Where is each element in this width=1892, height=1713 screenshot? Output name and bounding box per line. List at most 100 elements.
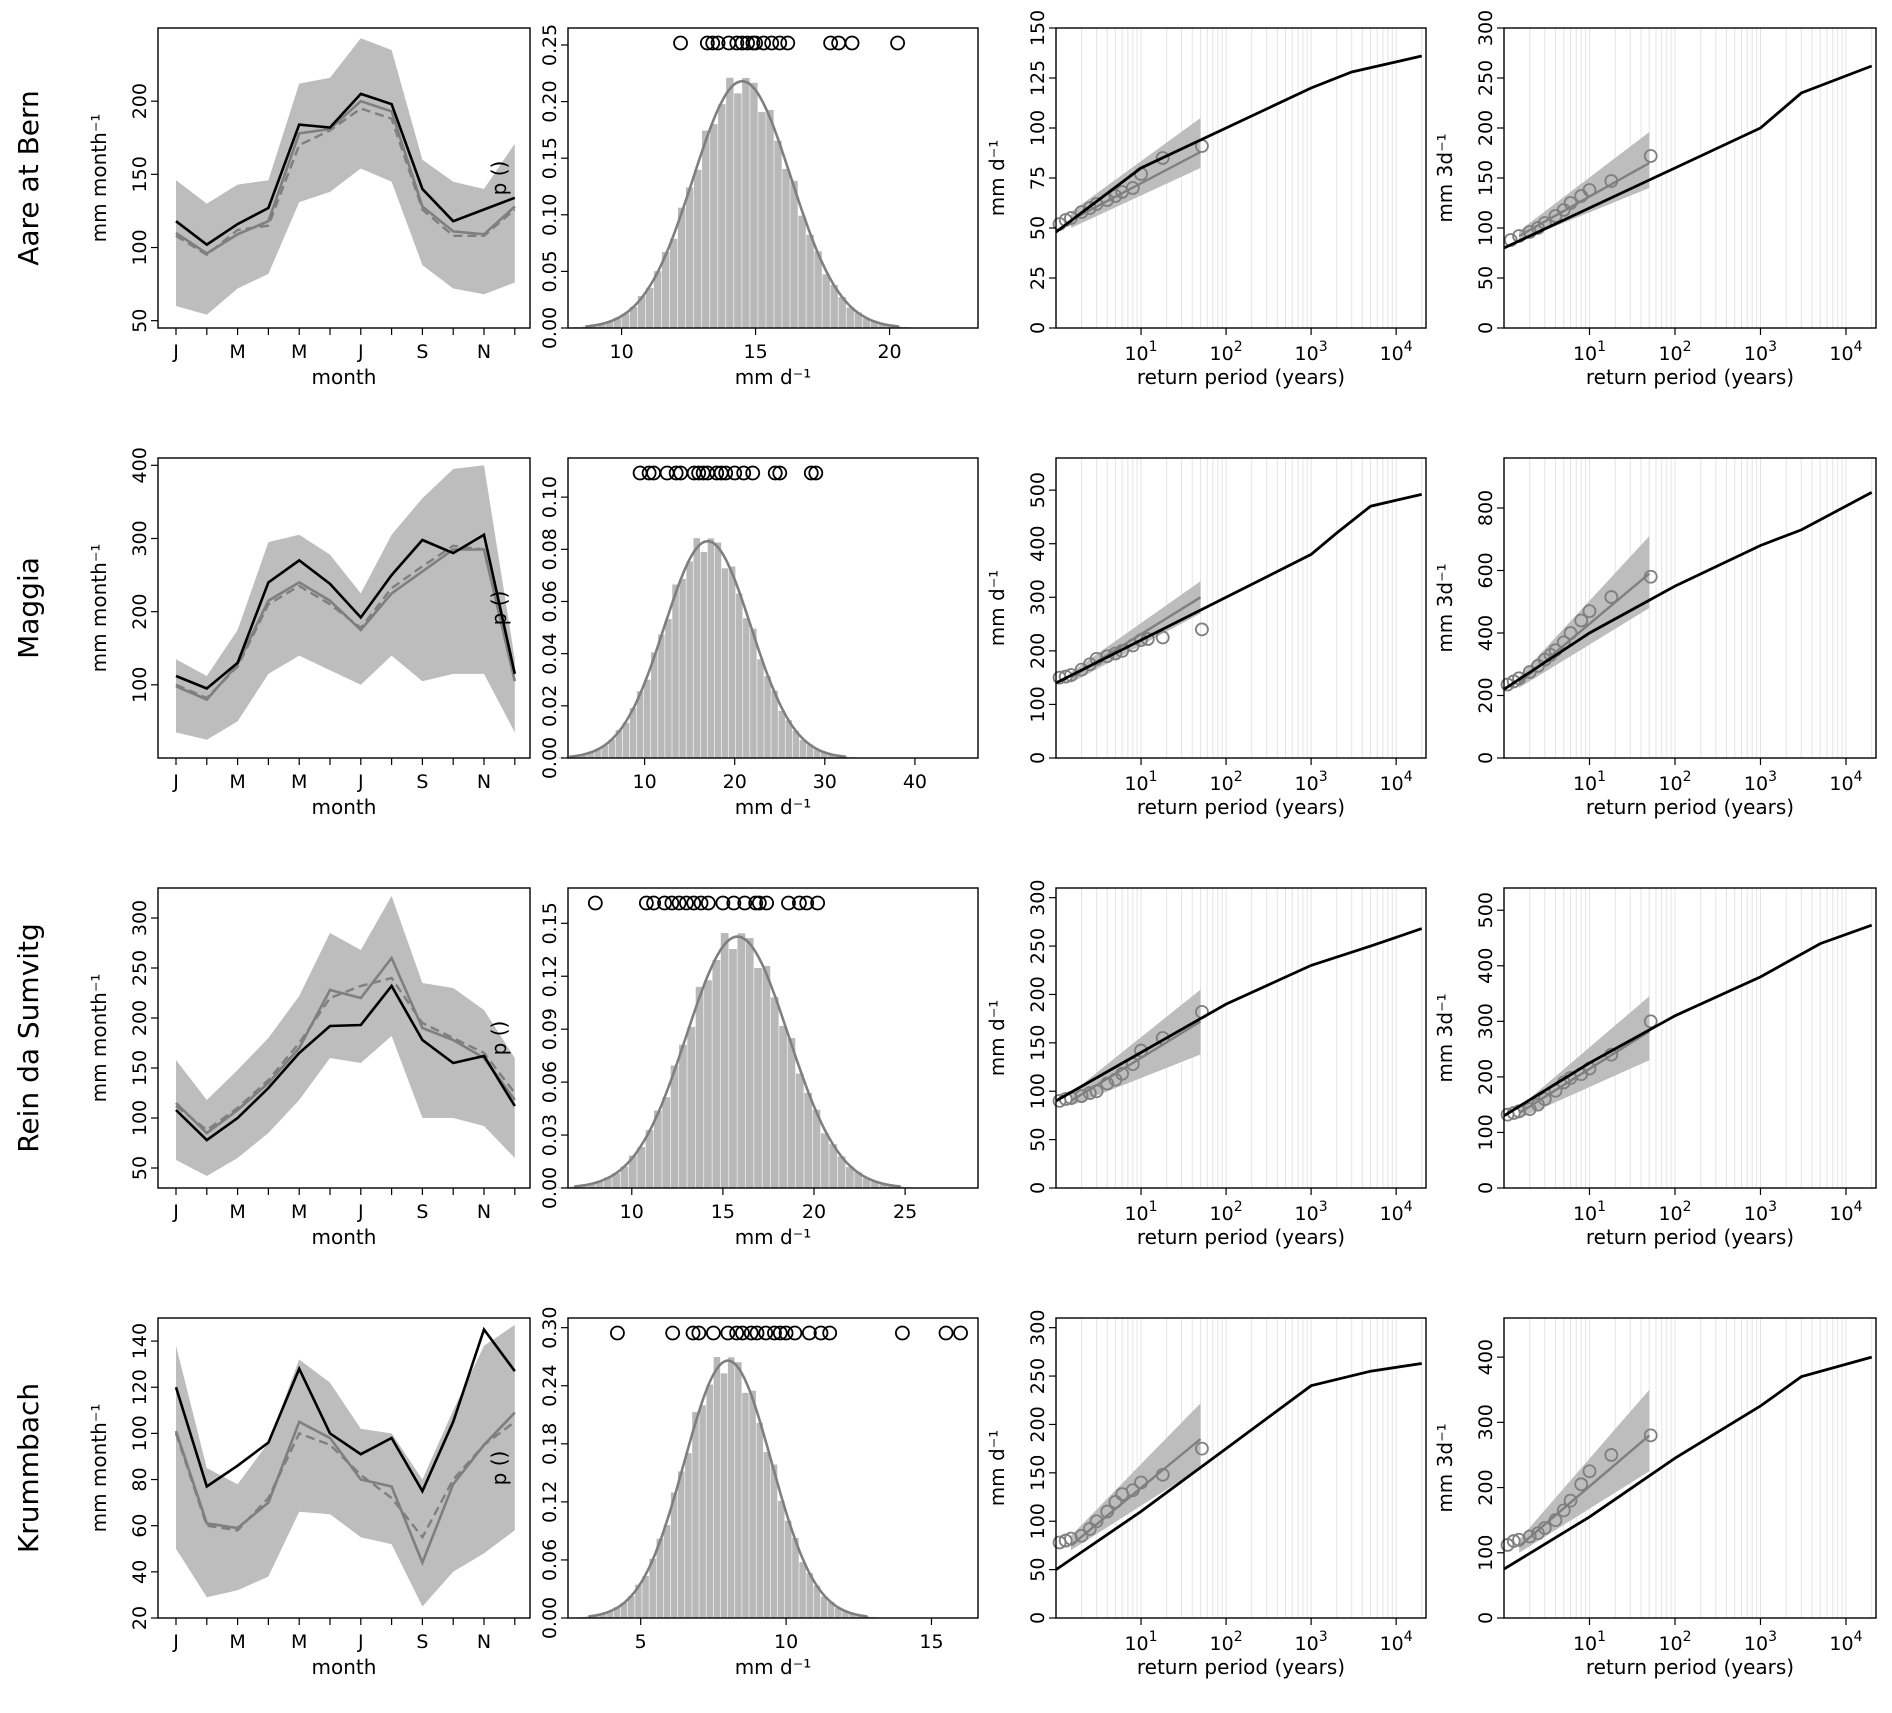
- observed-maximum-marker: [756, 35, 772, 51]
- fit-confidence-band: [1071, 581, 1201, 683]
- y-tick-label: 200: [1475, 1469, 1497, 1505]
- x-tick-label: J: [357, 771, 364, 793]
- histogram-bar: [742, 77, 750, 329]
- observed-maximum-marker: [668, 465, 684, 481]
- axes-frame: [1503, 1317, 1877, 1619]
- x-tick-label: 101: [1573, 1199, 1606, 1225]
- x-tick-label: 101: [1573, 769, 1606, 795]
- x-tick-label: 104: [1829, 339, 1862, 365]
- histogram-bar: [720, 1373, 728, 1618]
- histogram-bar: [854, 1172, 863, 1188]
- observed-point: [1563, 626, 1578, 640]
- histogram-bar: [656, 1538, 664, 1618]
- y-tick-label: 0.10: [539, 194, 561, 236]
- x-tick-label: N: [477, 1631, 491, 1653]
- histogram-bar: [766, 110, 774, 329]
- y-axis-label: mm 3d⁻¹: [1433, 133, 1457, 222]
- histogram-bar: [645, 1130, 654, 1188]
- observed-maximum-marker: [808, 465, 824, 481]
- observed-point: [1537, 1521, 1552, 1535]
- histogram-bar: [629, 708, 637, 758]
- x-tick-label: 40: [903, 771, 927, 793]
- histogram-bar: [594, 748, 601, 758]
- station-label: Maggia: [12, 557, 45, 659]
- max-distribution-panel: 10 20 30 40 0.00 0.02 0.04 0.06 0.08 0.10 mm d⁻¹ p …: [487, 457, 979, 819]
- y-tick-label: 800: [1475, 490, 1497, 526]
- y-tick-label: 200: [129, 1000, 151, 1036]
- axes-frame: [567, 1317, 979, 1619]
- observed-point: [1582, 1464, 1597, 1479]
- observed-maximum-marker: [673, 35, 688, 51]
- histogram-bar: [613, 317, 622, 328]
- x-tick-label: 104: [1380, 769, 1413, 795]
- x-tick-label: 102: [1210, 1629, 1243, 1655]
- x-tick-exponent: 3: [1768, 1199, 1777, 1215]
- x-tick-exponent: 3: [1768, 769, 1777, 785]
- x-tick-exponent: 4: [1854, 339, 1863, 355]
- histogram-bar: [838, 297, 846, 328]
- histogram-bar: [718, 104, 726, 328]
- x-axis-label: mm d⁻¹: [735, 795, 812, 819]
- x-tick-label: 101: [1124, 1199, 1157, 1225]
- model-return-curve: [1055, 493, 1423, 685]
- x-tick-label: M: [229, 1201, 245, 1223]
- histogram-bar: [813, 1585, 821, 1618]
- model-return-curve: [1055, 54, 1423, 234]
- y-tick-label: 400: [1475, 615, 1497, 651]
- observed-maximum-marker: [638, 895, 654, 911]
- histogram-bar: [693, 538, 700, 758]
- observed-maximum-marker: [735, 1325, 750, 1341]
- observed-maximum-marker: [715, 895, 731, 911]
- x-tick-exponent: 2: [1683, 339, 1692, 355]
- histogram-bar: [849, 1613, 856, 1618]
- y-tick-label: 0.15: [539, 137, 561, 179]
- y-tick-label: 50: [129, 1156, 151, 1180]
- x-tick-label: 102: [1658, 769, 1691, 795]
- observed-maximum-marker: [823, 35, 839, 51]
- histogram-bar: [820, 1133, 829, 1188]
- y-tick-label: 300: [1027, 579, 1049, 615]
- histogram-bar: [653, 271, 662, 328]
- histogram-bar: [599, 1613, 606, 1618]
- histogram-bar: [854, 312, 862, 328]
- observed-point: [1134, 633, 1148, 648]
- histogram-bar: [645, 287, 654, 328]
- y-tick-label: 0.06: [539, 580, 561, 622]
- max-distribution-panel: 5 10 15 0.00 0.06 0.12 0.18 0.24 0.30 mm d⁻¹ p (): [487, 1307, 979, 1679]
- y-tick-label: 0.00: [539, 1597, 561, 1639]
- y-tick-label: 0: [1475, 322, 1497, 334]
- histogram-bar: [756, 1422, 764, 1618]
- observed-maximum-marker: [751, 895, 767, 911]
- return-period-1day-panel: 101 102 103 104 0 50 100 150 200 250 300 return per…: [985, 1310, 1427, 1679]
- histogram-bar: [713, 1356, 721, 1618]
- y-tick-label: 200: [129, 83, 151, 119]
- histogram-bar: [662, 1097, 671, 1188]
- y-tick-label: 250: [129, 950, 151, 986]
- x-tick-exponent: 4: [1854, 769, 1863, 785]
- observed-point: [1548, 1513, 1563, 1528]
- station-label: Aare at Bern: [12, 90, 45, 266]
- x-tick-exponent: 1: [1597, 1199, 1606, 1215]
- observed-maximum-marker: [691, 465, 707, 481]
- y-axis-label: p (): [487, 161, 511, 196]
- x-tick-exponent: 2: [1234, 1629, 1243, 1645]
- histogram-bar: [712, 959, 721, 1188]
- histogram-bar: [820, 1596, 828, 1618]
- x-tick-exponent: 4: [1404, 1199, 1413, 1215]
- x-tick-label: M: [229, 1631, 245, 1653]
- observed-maximum-marker: [890, 35, 906, 51]
- x-axis-label: month: [312, 795, 377, 819]
- x-tick-label: 104: [1829, 769, 1862, 795]
- x-tick-label: 104: [1380, 1629, 1413, 1655]
- x-tick-label: M: [291, 1631, 307, 1653]
- return-period-1day-panel: 101 102 103 104 0 100 200 300 400 500 return perio…: [985, 457, 1427, 819]
- return-period-3day-panel: 101 102 103 104 0 100 200 300 400 500 return perio…: [1433, 887, 1877, 1249]
- y-tick-label: 0.10: [539, 476, 561, 518]
- observed-maximum-marker: [748, 895, 764, 911]
- histogram-bar: [846, 307, 854, 328]
- x-tick-exponent: 2: [1234, 339, 1243, 355]
- observed-point: [1643, 569, 1658, 584]
- y-tick-label: 100: [1027, 110, 1049, 146]
- y-tick-label: 250: [1027, 928, 1049, 964]
- y-axis-label: mm 3d⁻¹: [1433, 993, 1457, 1082]
